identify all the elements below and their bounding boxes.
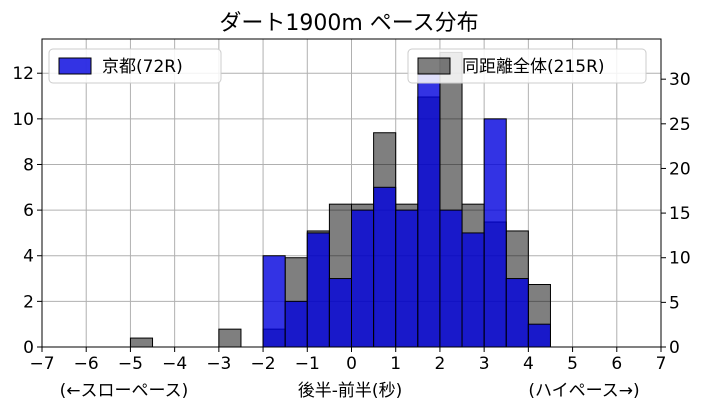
bar-kyoto	[461, 232, 485, 348]
bar-kyoto	[417, 72, 441, 348]
x-tick-label: −3	[206, 354, 231, 374]
x-tick-label: 2	[435, 354, 446, 374]
x-axis-ticks: −7 −6 −5 −4 −3 −2 −1 0 1 2 3 4 5 6 7	[29, 347, 666, 374]
legend-all-label: 同距離全体(215R)	[462, 57, 605, 77]
y-axis-left-ticks: 0 2 4 6 8 10 12	[12, 64, 42, 358]
bar-kyoto	[262, 255, 286, 348]
x-tick-label: −2	[251, 354, 276, 374]
bar-kyoto	[483, 118, 507, 348]
x-axis-label: 後半-前半(秒)	[298, 381, 402, 401]
x-tick-label: 4	[523, 354, 534, 374]
legend-all-box	[407, 48, 647, 84]
x-tick-label: 5	[567, 354, 578, 374]
y-right-tick-label: 15	[669, 204, 691, 224]
x-tick-label: 6	[611, 354, 622, 374]
x-axis-label-fast: (ハイペース→)	[528, 381, 639, 401]
legend-all-swatch	[417, 57, 451, 75]
legend-kyoto-label: 京都(72R)	[102, 57, 183, 77]
bar-kyoto	[328, 278, 352, 348]
x-tick-label: −6	[74, 354, 99, 374]
x-tick-label: 3	[479, 354, 490, 374]
x-tick-label: 7	[656, 354, 667, 374]
y-right-tick-label: 0	[669, 338, 680, 358]
x-axis-label-slow: (←スローペース)	[60, 381, 189, 401]
bar-kyoto	[306, 232, 330, 348]
legend-kyoto: 京都(72R)	[48, 48, 222, 84]
y-left-tick-label: 6	[23, 201, 34, 221]
y-right-tick-label: 10	[669, 249, 691, 269]
bar-kyoto	[284, 300, 308, 348]
x-tick-label: −5	[118, 354, 143, 374]
bar-kyoto	[505, 278, 529, 348]
chart-title: ダート1900m ペース分布	[219, 11, 478, 36]
bar-kyoto	[351, 209, 375, 348]
bar-kyoto	[373, 186, 397, 348]
bar-all	[218, 328, 242, 348]
x-tick-label: 0	[346, 354, 357, 374]
y-left-tick-label: 8	[23, 155, 34, 175]
legend-kyoto-swatch	[58, 57, 92, 75]
y-left-tick-label: 0	[23, 338, 34, 358]
x-tick-label: 1	[390, 354, 401, 374]
bar-kyoto	[439, 209, 463, 348]
bar-all	[129, 337, 154, 348]
y-left-tick-label: 10	[12, 110, 34, 130]
y-left-tick-label: 12	[12, 64, 34, 84]
y-left-tick-label: 4	[23, 247, 34, 267]
y-right-tick-label: 5	[669, 293, 680, 313]
y-right-tick-label: 30	[669, 70, 691, 90]
y-left-tick-label: 2	[23, 292, 34, 312]
y-axis-right-ticks: 0 5 10 15 20 25 30	[661, 70, 691, 358]
x-tick-label: −7	[29, 354, 54, 374]
x-tick-label: −1	[295, 354, 320, 374]
bar-kyoto	[395, 209, 419, 348]
y-right-tick-label: 25	[669, 115, 691, 135]
x-tick-label: −4	[162, 354, 187, 374]
y-right-tick-label: 20	[669, 159, 691, 179]
legend-all: 同距離全体(215R)	[407, 48, 647, 84]
legend-kyoto-box	[48, 48, 222, 84]
bar-kyoto	[527, 323, 551, 348]
